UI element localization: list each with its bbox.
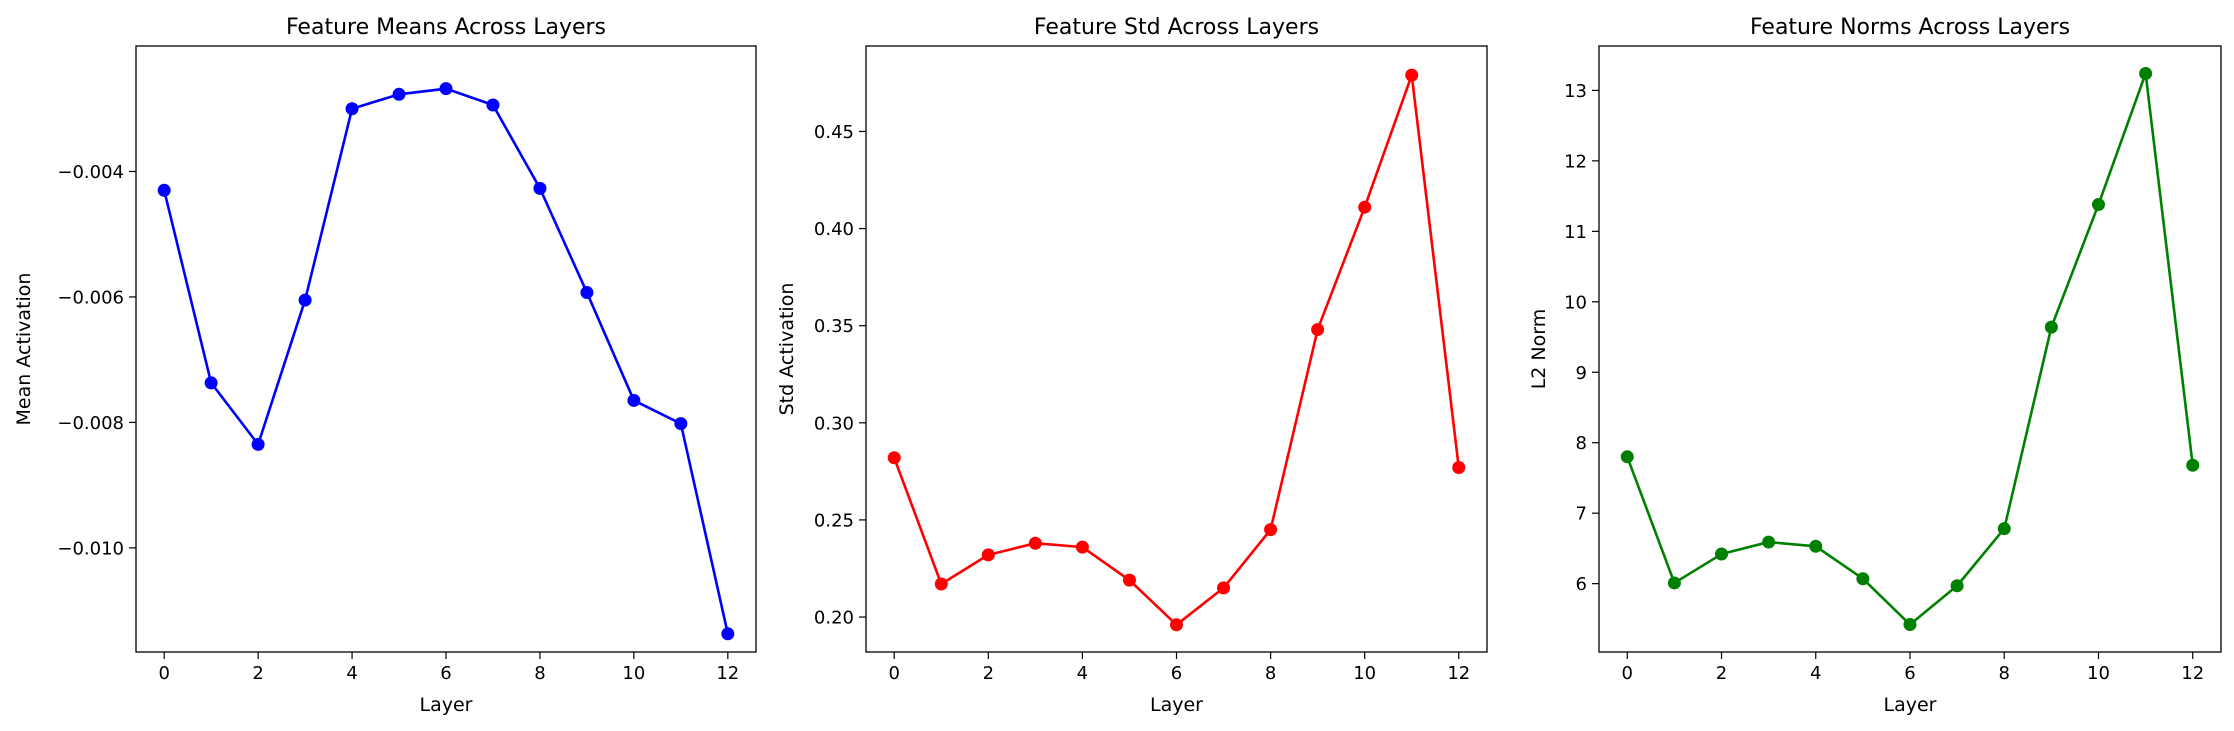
- data-point: [2186, 458, 2200, 472]
- x-tick-label: 12: [716, 663, 739, 684]
- y-tick-label: 13: [1564, 81, 1587, 102]
- data-point: [1667, 576, 1681, 590]
- data-point: [345, 102, 359, 116]
- x-tick-label: 6: [440, 663, 451, 684]
- chart-feature-norms: Feature Norms Across Layers Layer L2 Nor…: [1528, 15, 2222, 716]
- x-axis-label: Layer: [420, 694, 473, 716]
- y-tick-label: −0.006: [57, 287, 124, 308]
- y-tick-label: −0.008: [57, 413, 124, 434]
- data-point: [2044, 320, 2058, 334]
- y-axis-label: L2 Norm: [1528, 309, 1550, 390]
- data-point: [1405, 68, 1419, 82]
- data-point: [674, 417, 688, 431]
- y-tick-label: 9: [1576, 363, 1587, 384]
- x-tick-label: 10: [622, 663, 645, 684]
- y-tick-label: 0.30: [814, 413, 854, 434]
- x-axis-label: Layer: [1884, 694, 1937, 716]
- x-tick-label: 4: [1077, 663, 1088, 684]
- data-point: [1452, 460, 1466, 474]
- x-tick-label: 8: [534, 663, 545, 684]
- data-point: [1264, 523, 1278, 537]
- data-point: [486, 98, 500, 112]
- x-tick-label: 10: [1353, 663, 1376, 684]
- chart-title: Feature Norms Across Layers: [1750, 15, 2070, 40]
- data-point: [1950, 579, 1964, 593]
- x-tick-label: 10: [2087, 663, 2110, 684]
- plot-frame: [1598, 45, 2222, 653]
- data-point: [580, 286, 594, 300]
- data-point: [439, 82, 453, 96]
- data-point: [1762, 535, 1776, 549]
- data-point: [1217, 581, 1231, 595]
- y-axis-label: Mean Activation: [13, 273, 35, 426]
- x-tick-label: 4: [346, 663, 357, 684]
- data-point: [251, 437, 265, 451]
- x-tick-label: 0: [889, 663, 900, 684]
- data-point: [2139, 66, 2153, 80]
- x-tick-label: 4: [1810, 663, 1821, 684]
- data-point: [887, 451, 901, 465]
- data-point: [392, 87, 406, 101]
- x-tick-label: 2: [983, 663, 994, 684]
- data-point: [1997, 522, 2011, 536]
- data-point: [1715, 547, 1729, 561]
- y-tick-label: 10: [1564, 292, 1587, 313]
- x-tick-label: 6: [1171, 663, 1182, 684]
- data-point: [1170, 618, 1183, 632]
- x-tick-label: 0: [158, 663, 169, 684]
- x-axis-label: Layer: [1150, 694, 1203, 716]
- y-tick-label: −0.010: [57, 538, 124, 559]
- data-point: [298, 293, 312, 307]
- plot-frame: [865, 45, 1488, 653]
- data-point: [1809, 539, 1823, 553]
- y-axis-label: Std Activation: [776, 283, 798, 416]
- data-point: [1311, 323, 1325, 337]
- data-point: [157, 183, 171, 197]
- y-tick-label: 11: [1564, 222, 1587, 243]
- data-point: [1856, 572, 1870, 586]
- y-tick-label: 8: [1576, 433, 1587, 454]
- chart-title: Feature Means Across Layers: [286, 15, 606, 40]
- y-tick-label: 7: [1576, 504, 1587, 525]
- x-tick-label: 8: [1265, 663, 1276, 684]
- data-point: [934, 577, 948, 591]
- data-point: [1075, 540, 1089, 554]
- data-point: [1122, 573, 1136, 587]
- y-tick-label: 0.20: [814, 608, 854, 629]
- data-point: [981, 548, 995, 562]
- data-point: [1358, 200, 1372, 214]
- data-point: [533, 181, 547, 195]
- y-tick-label: 0.40: [814, 219, 854, 240]
- data-point: [2091, 198, 2105, 212]
- y-tick-label: 12: [1564, 151, 1587, 172]
- y-tick-label: 0.45: [814, 122, 854, 143]
- chart-feature-std: Feature Std Across Layers Layer Std Acti…: [776, 15, 1488, 716]
- y-tick-label: 6: [1576, 574, 1587, 595]
- data-point: [1028, 536, 1042, 550]
- x-tick-label: 6: [1904, 663, 1915, 684]
- plot-frame: [135, 45, 757, 653]
- data-point: [1620, 450, 1634, 464]
- x-tick-label: 2: [252, 663, 263, 684]
- data-point: [1903, 618, 1917, 632]
- y-tick-label: 0.35: [814, 316, 854, 337]
- chart-title: Feature Std Across Layers: [1034, 15, 1319, 40]
- chart-feature-means: Feature Means Across Layers Layer Mean A…: [13, 15, 757, 716]
- x-tick-label: 0: [1622, 663, 1633, 684]
- data-point: [721, 627, 735, 641]
- y-tick-label: 0.25: [814, 510, 854, 531]
- x-tick-label: 12: [2181, 663, 2204, 684]
- x-tick-label: 8: [1999, 663, 2010, 684]
- data-point: [627, 393, 641, 407]
- y-tick-label: −0.004: [57, 162, 124, 183]
- x-tick-label: 2: [1716, 663, 1727, 684]
- data-point: [204, 376, 218, 390]
- x-tick-label: 12: [1447, 663, 1470, 684]
